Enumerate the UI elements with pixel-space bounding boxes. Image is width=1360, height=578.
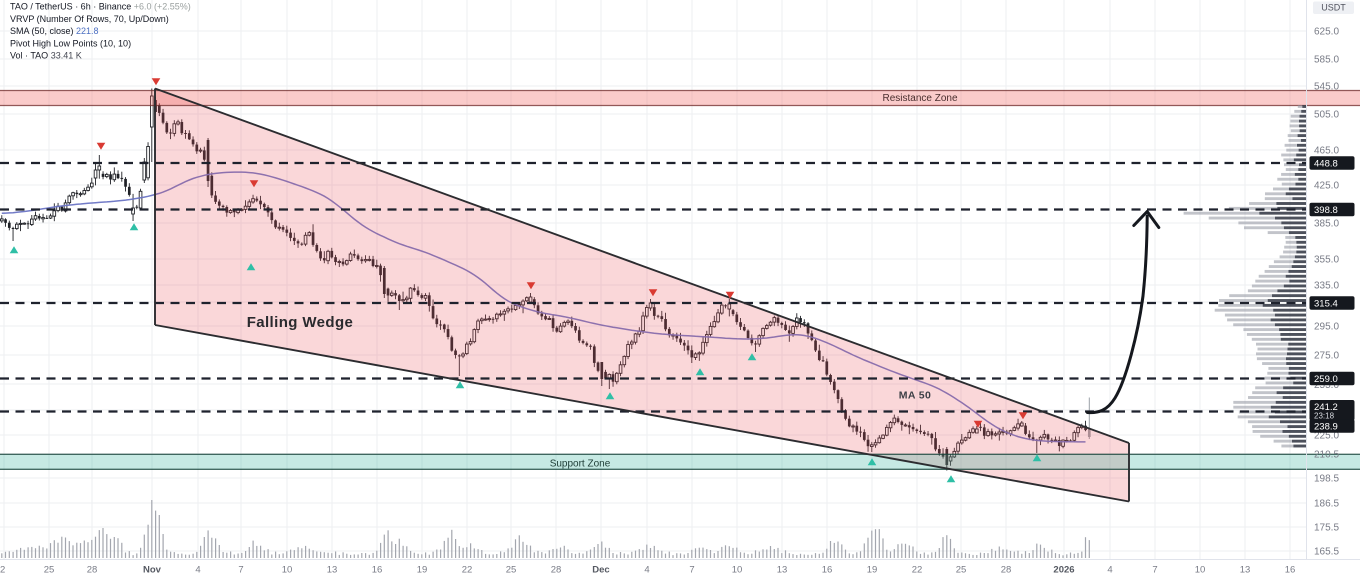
- svg-text:585.0: 585.0: [1314, 55, 1339, 66]
- svg-text:225.0: 225.0: [1314, 431, 1339, 442]
- svg-text:10: 10: [282, 565, 293, 576]
- svg-text:238.9: 238.9: [1314, 421, 1338, 432]
- svg-text:Vol · TAO 33.41 K: Vol · TAO 33.41 K: [10, 51, 82, 61]
- svg-text:625.0: 625.0: [1314, 27, 1339, 38]
- svg-text:335.0: 335.0: [1314, 281, 1339, 292]
- svg-text:165.5: 165.5: [1314, 547, 1339, 558]
- svg-text:16: 16: [1285, 565, 1296, 576]
- svg-text:255.0: 255.0: [1314, 380, 1339, 391]
- svg-text:Pivot High Low Points (10, 10): Pivot High Low Points (10, 10): [10, 38, 131, 48]
- svg-text:TAO / TetherUS · 6h · Binance: TAO / TetherUS · 6h · Binance +6.0 (+2.5…: [10, 2, 191, 12]
- svg-text:28: 28: [87, 565, 98, 576]
- svg-text:Resistance Zone: Resistance Zone: [882, 93, 957, 104]
- svg-text:SMA (50, close) 221.8: SMA (50, close) 221.8: [10, 26, 99, 36]
- svg-text:19: 19: [417, 565, 428, 576]
- svg-text:MA 50: MA 50: [899, 390, 932, 402]
- svg-text:7: 7: [1152, 565, 1157, 576]
- svg-text:355.0: 355.0: [1314, 255, 1339, 266]
- svg-text:19: 19: [867, 565, 878, 576]
- svg-text:25: 25: [506, 565, 517, 576]
- svg-text:10: 10: [732, 565, 743, 576]
- svg-text:Nov: Nov: [143, 565, 162, 576]
- svg-text:275.0: 275.0: [1314, 351, 1339, 362]
- svg-text:198.5: 198.5: [1314, 474, 1339, 485]
- svg-text:VRVP (Number Of Rows, 70, Up/D: VRVP (Number Of Rows, 70, Up/Down): [10, 14, 169, 24]
- svg-text:7: 7: [689, 565, 694, 576]
- svg-text:448.8: 448.8: [1314, 158, 1338, 169]
- svg-text:4: 4: [1107, 565, 1112, 576]
- svg-text:25: 25: [956, 565, 967, 576]
- svg-text:259.0: 259.0: [1314, 374, 1338, 385]
- svg-text:465.0: 465.0: [1314, 146, 1339, 157]
- svg-text:210.5: 210.5: [1314, 450, 1339, 461]
- svg-text:Falling Wedge: Falling Wedge: [247, 314, 354, 331]
- svg-text:22: 22: [0, 565, 5, 576]
- svg-text:4: 4: [195, 565, 200, 576]
- svg-text:22: 22: [912, 565, 923, 576]
- svg-text:545.0: 545.0: [1314, 82, 1339, 93]
- svg-text:315.4: 315.4: [1314, 298, 1338, 309]
- svg-text:28: 28: [1001, 565, 1012, 576]
- svg-text:Support Zone: Support Zone: [550, 459, 611, 470]
- svg-text:7: 7: [238, 565, 243, 576]
- svg-text:28: 28: [551, 565, 562, 576]
- svg-text:4: 4: [644, 565, 649, 576]
- svg-text:13: 13: [327, 565, 338, 576]
- svg-text:25: 25: [44, 565, 55, 576]
- svg-text:16: 16: [372, 565, 383, 576]
- svg-text:16: 16: [822, 565, 833, 576]
- svg-text:13: 13: [1240, 565, 1251, 576]
- svg-text:505.0: 505.0: [1314, 110, 1339, 121]
- svg-text:USDT: USDT: [1321, 3, 1346, 13]
- svg-text:295.0: 295.0: [1314, 322, 1339, 333]
- svg-text:Dec: Dec: [592, 565, 609, 576]
- svg-text:23:18: 23:18: [1314, 412, 1335, 421]
- svg-text:10: 10: [1195, 565, 1206, 576]
- svg-text:398.8: 398.8: [1314, 205, 1338, 216]
- svg-text:2026: 2026: [1053, 565, 1074, 576]
- svg-text:241.2: 241.2: [1314, 402, 1338, 413]
- svg-text:186.5: 186.5: [1314, 499, 1339, 510]
- svg-text:175.5: 175.5: [1314, 523, 1339, 534]
- svg-text:385.0: 385.0: [1314, 219, 1339, 230]
- svg-text:425.0: 425.0: [1314, 181, 1339, 192]
- svg-text:13: 13: [777, 565, 788, 576]
- svg-text:22: 22: [462, 565, 473, 576]
